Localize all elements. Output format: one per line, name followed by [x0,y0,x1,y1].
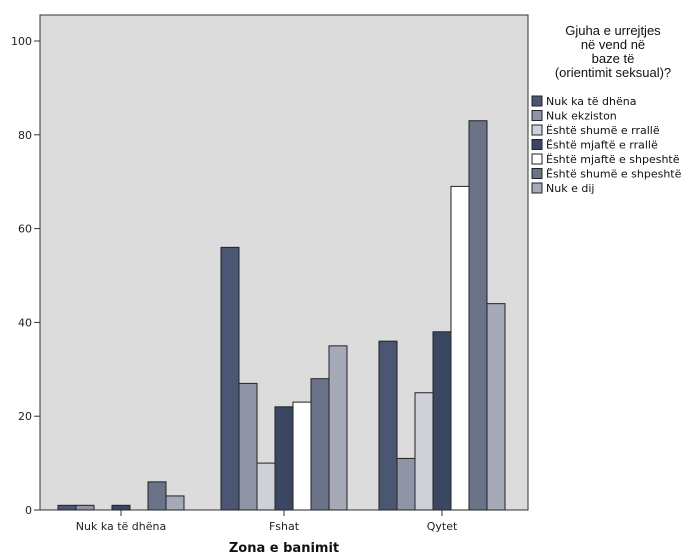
legend-swatch [531,182,543,194]
bars [57,120,506,511]
bar [220,246,240,511]
bar [468,120,488,511]
bar [256,462,276,511]
legend-label: Është shumë e shpeshtë [546,168,682,181]
x-tick-label: Nuk ka të dhëna [76,520,167,533]
legend-title: në vend në [581,37,645,52]
legend-label: Nuk ka të dhëna [546,95,637,108]
legend-label: Është shumë e rrallë [546,124,660,137]
bar [414,392,434,511]
bar [450,185,470,511]
y-tick-label: 20 [18,410,32,423]
y-tick-label: 100 [11,35,32,48]
bar [396,457,416,511]
x-axis-label: Zona e banimit [229,541,339,556]
bar [378,340,398,511]
legend-title: (orientimit seksual)? [555,65,671,80]
y-tick-label: 40 [18,316,32,329]
y-tick-label: 0 [25,504,32,517]
bar [486,303,506,511]
legend-swatch [531,110,543,121]
y-tick-label: 60 [18,223,32,236]
bar [310,378,330,511]
legend-swatch [531,124,543,136]
x-tick-label: Qytet [427,520,458,533]
legend-title: Gjuha e urrejtjes [565,23,661,38]
bar [238,382,258,511]
bar [111,504,131,511]
y-axis: 0 20 40 60 80 100 [11,35,40,517]
bar [274,406,294,511]
bar [432,331,452,511]
legend-swatch [531,153,543,165]
x-axis: Nuk ka të dhëna Fshat Qytet [76,510,458,533]
bar [75,504,95,511]
bar [328,345,348,511]
legend-title: baze të [592,51,635,66]
bar [57,504,77,511]
legend-label: Nuk ekziston [546,110,617,123]
bar [147,481,167,511]
legend-label: Është mjaftë e rrallë [546,139,658,152]
legend-swatch [531,95,543,107]
legend-swatch [531,139,543,150]
legend-label: Nuk e dij [546,182,594,195]
y-tick-label: 80 [18,129,32,142]
legend-swatch [531,168,543,179]
x-tick-label: Fshat [269,520,300,533]
legend-label: Është mjaftë e shpeshtë [546,153,680,166]
bar [165,495,185,511]
bar [292,401,312,511]
